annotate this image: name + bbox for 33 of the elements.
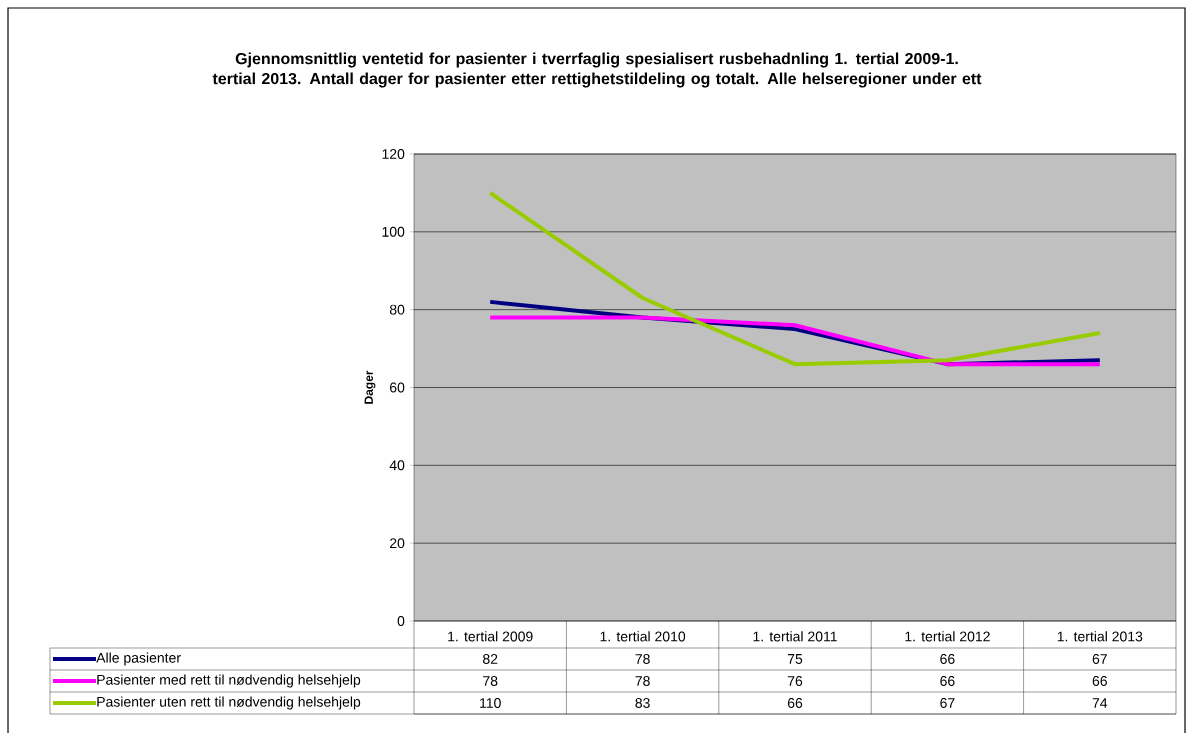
x-tick-label: 1. tertial 2010 — [600, 631, 686, 642]
data-label: 78 — [635, 676, 650, 686]
data-label: 67 — [1092, 654, 1107, 664]
data-label: 66 — [787, 698, 803, 708]
x-tick-label: 1. tertial 2012 — [905, 631, 990, 642]
x-tick-label: 1. tertial 2013 — [1057, 631, 1143, 642]
y-tick-label: 40 — [389, 460, 405, 471]
y-tick-label: 60 — [390, 382, 405, 393]
data-label: 74 — [1092, 698, 1108, 708]
legend-label: Pasienter med rett til nødvendig helsehjelp — [97, 674, 361, 688]
y-tick-label: 120 — [382, 149, 405, 159]
data-label: 78 — [635, 654, 650, 664]
data-label: 83 — [635, 698, 650, 708]
data-label: 75 — [787, 654, 803, 664]
legend-label: Alle pasienter — [96, 652, 181, 666]
y-tick-label: 100 — [382, 226, 405, 237]
data-label: 66 — [1092, 676, 1107, 686]
line-series — [488, 190, 1102, 367]
data-label: 110 — [480, 698, 501, 708]
y-tick-label: 0 — [397, 616, 405, 626]
legend-label: Pasienter uten rett til nødvendig helsehjelp — [97, 696, 361, 710]
data-label: 67 — [940, 698, 955, 708]
y-axis-title: Dager — [364, 370, 376, 404]
x-tick-label: 1. tertial 2009 — [448, 631, 533, 642]
chart-title: Gjennomsnittlig ventetid for pasienter i tverrfaglig spesialisert rusbehadnling 1. tertial 2009-1. tertial 2013. Antall dager for pasienter etter rettighetstildeling og totalt. Alle helseregioner under ett — [212, 52, 982, 88]
x-tick-label: 1. tertial 2011 — [753, 631, 837, 642]
y-tick-label: 20 — [390, 538, 405, 549]
data-label: 76 — [787, 676, 803, 686]
data-label: 66 — [940, 654, 955, 664]
data-label: 82 — [483, 654, 498, 664]
y-tick-label: 80 — [389, 304, 405, 315]
data-label: 78 — [483, 676, 498, 686]
data-label: 66 — [940, 676, 955, 686]
